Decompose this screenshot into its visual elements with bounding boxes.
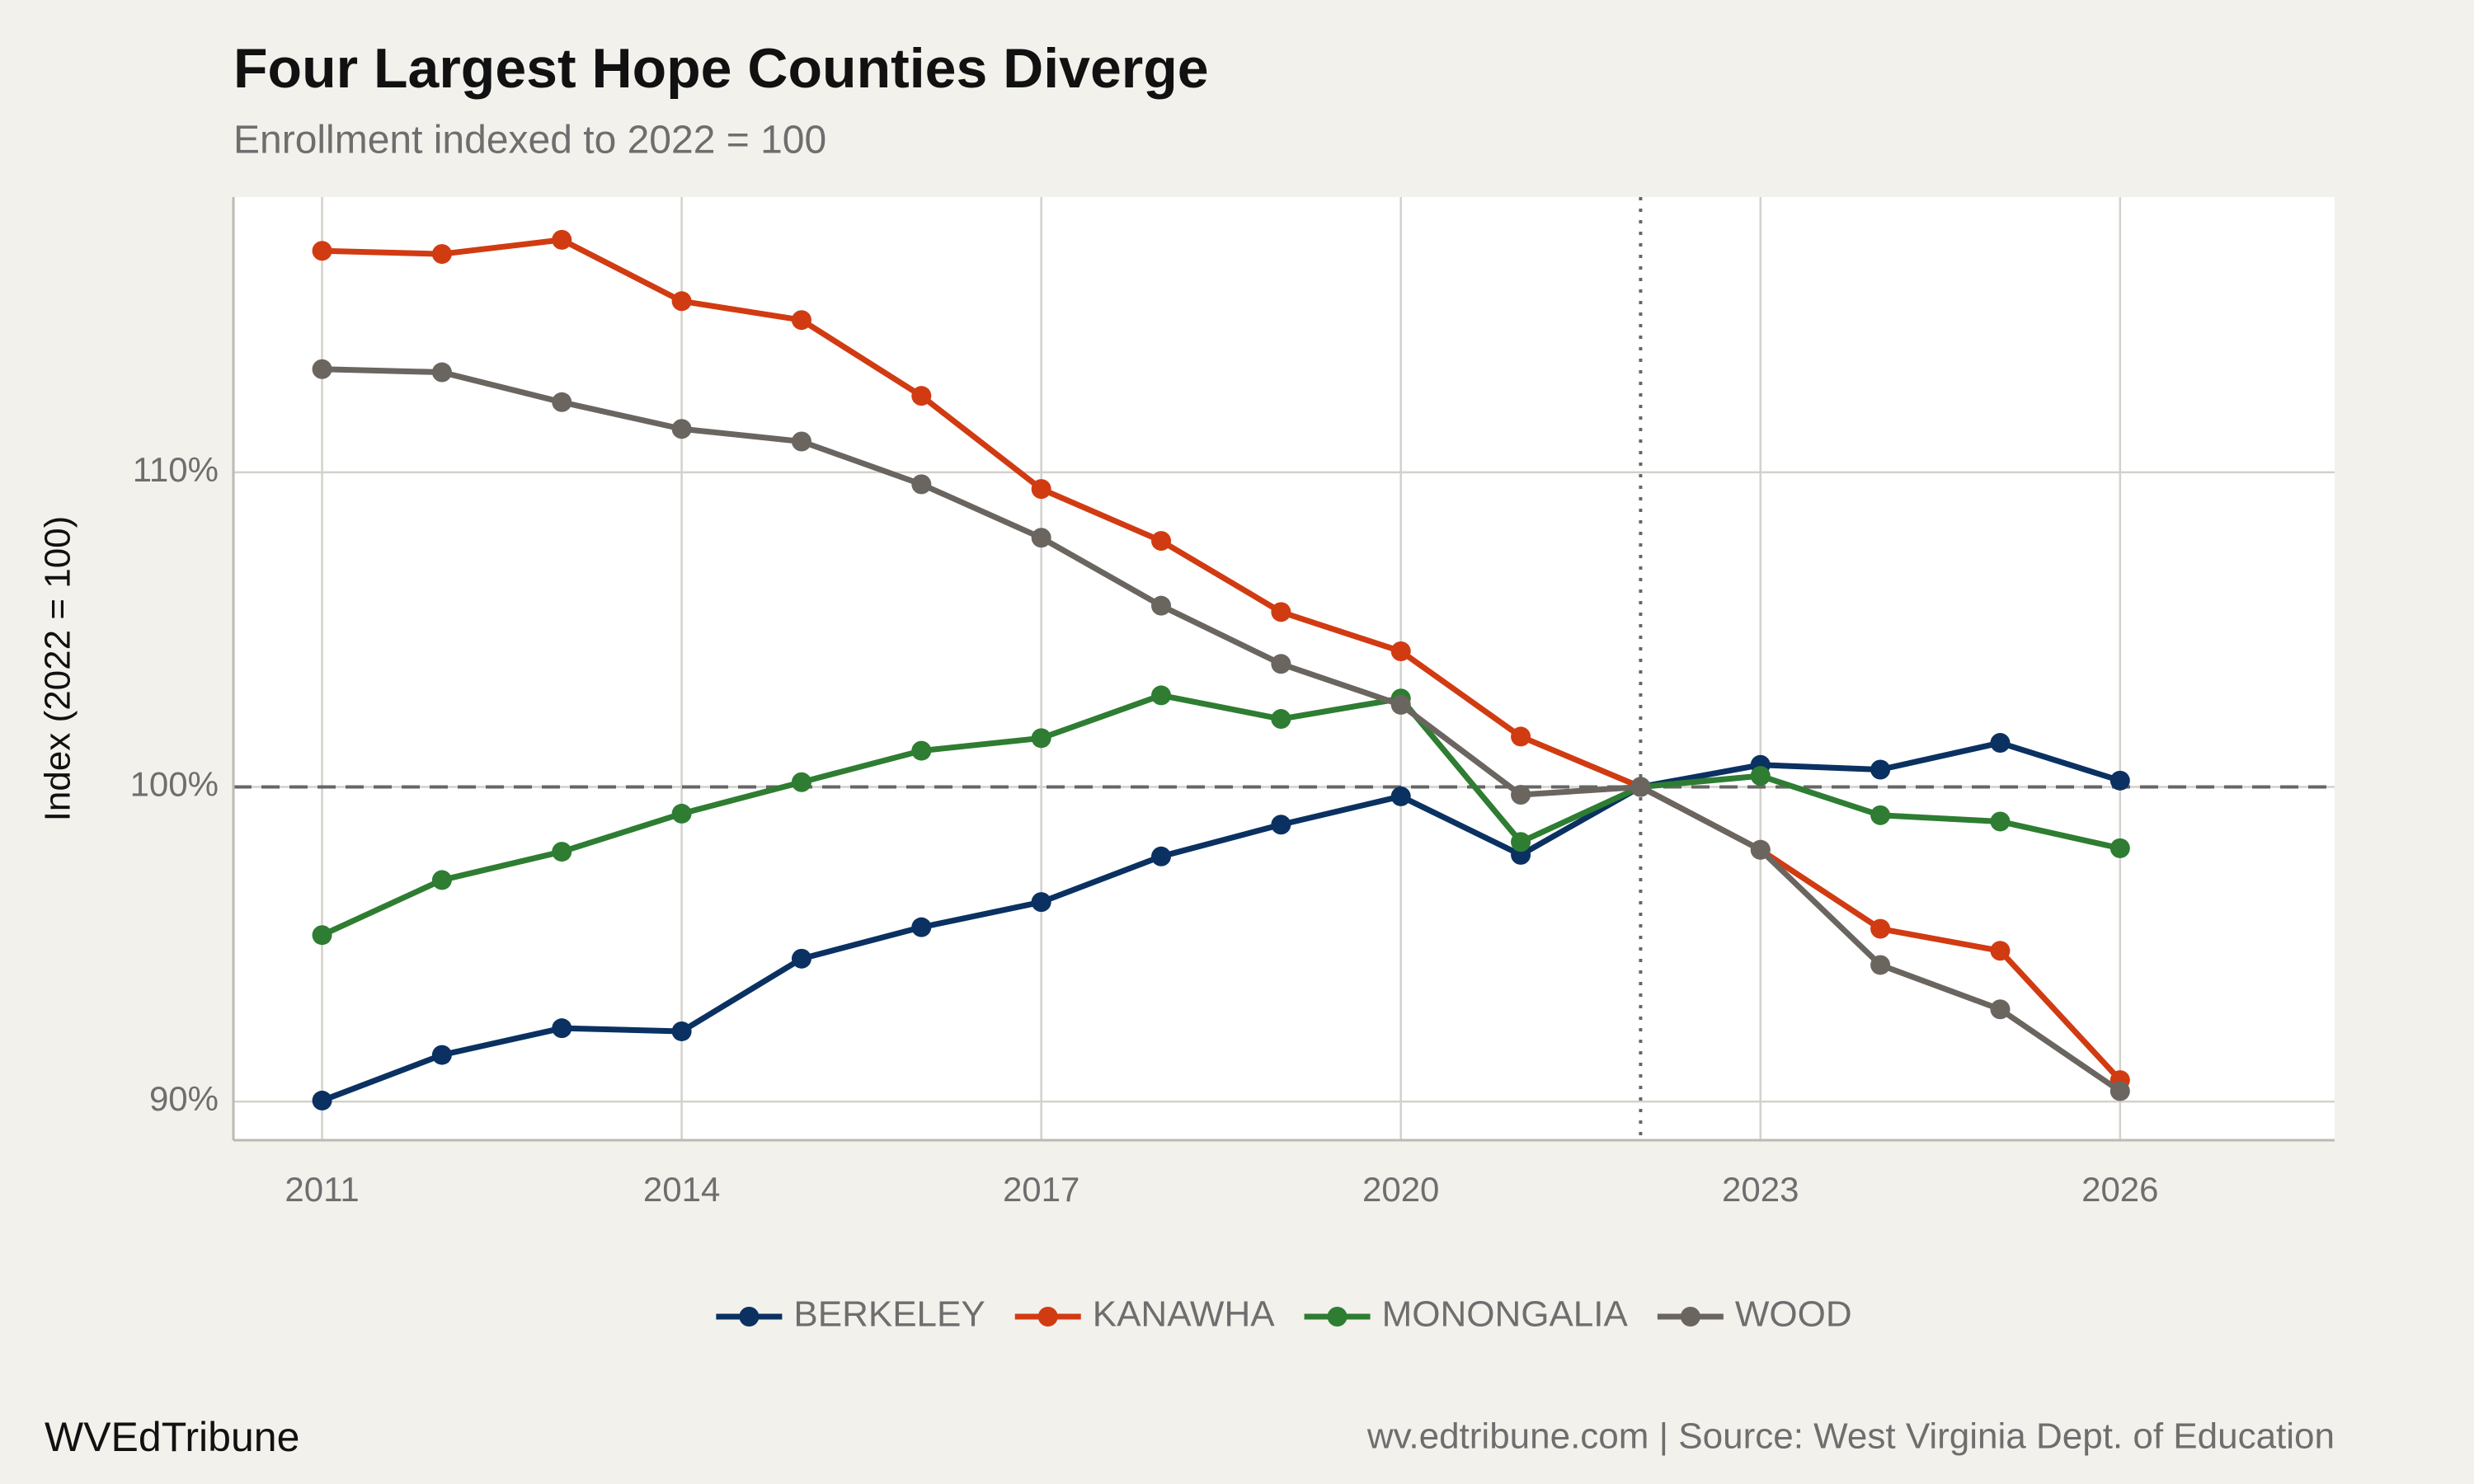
data-point	[552, 1018, 572, 1039]
data-point	[1750, 839, 1771, 860]
data-point	[552, 392, 572, 412]
data-point	[2109, 838, 2130, 858]
data-point	[1271, 815, 1291, 835]
data-point	[1990, 941, 2011, 961]
data-point	[1271, 654, 1291, 674]
data-point	[431, 244, 452, 265]
series-line	[322, 237, 2123, 1082]
reference-lines	[233, 197, 2335, 1140]
data-point	[1390, 694, 1411, 715]
series-line	[321, 692, 2121, 938]
x-tick-label: 2014	[643, 1170, 720, 1209]
x-tick-label: 2023	[1722, 1170, 1799, 1209]
ticks: 90% 100% 110% 2011 2014 2017 2020 2023 2026	[130, 450, 2159, 1209]
data-point	[911, 917, 932, 937]
data-point	[1511, 832, 1531, 852]
data-point	[552, 842, 572, 862]
legend-key-dot	[1327, 1307, 1348, 1327]
x-tick-label: 2011	[285, 1170, 359, 1209]
data-point	[1870, 918, 1891, 939]
legend-item: BERKELEY	[716, 1294, 985, 1335]
data-point	[1151, 846, 1172, 866]
legend-label: BERKELEY	[793, 1294, 985, 1335]
data-point	[1511, 726, 1531, 747]
data-point	[1390, 786, 1411, 806]
legend-label: WOOD	[1735, 1294, 1852, 1335]
legend: BERKELEY KANAWHA MONONGALIA WOOD	[716, 1294, 1852, 1335]
data-point	[1990, 999, 2011, 1020]
legend-key-dot	[1680, 1307, 1700, 1327]
data-point	[1870, 759, 1891, 780]
legend-key-dot	[1037, 1307, 1058, 1327]
brand: WVEdTribune	[45, 1414, 299, 1460]
legend-label: KANAWHA	[1093, 1294, 1275, 1335]
data-point	[1870, 955, 1891, 975]
data-point	[791, 310, 811, 331]
series	[312, 229, 2130, 1111]
data-point	[1031, 728, 1051, 749]
data-point	[911, 474, 932, 495]
legend-label: MONONGALIA	[1382, 1294, 1629, 1335]
data-point	[431, 1045, 452, 1065]
y-tick-label: 100%	[130, 765, 219, 804]
data-point	[1151, 531, 1172, 552]
data-point	[1031, 892, 1051, 913]
data-point	[431, 362, 452, 383]
data-point	[312, 241, 332, 261]
series-line	[322, 366, 2122, 1094]
data-point	[911, 740, 932, 761]
data-point	[791, 431, 811, 452]
y-axis-label: Index (2022 = 100)	[38, 516, 78, 822]
chart-title: Four Largest Hope Counties Diverge	[233, 37, 1209, 100]
data-point	[1990, 733, 2011, 754]
y-tick-label: 110%	[133, 450, 219, 489]
data-point	[671, 419, 692, 439]
data-point	[2109, 770, 2130, 791]
y-tick-label: 90%	[149, 1079, 219, 1118]
data-point	[791, 772, 811, 792]
chart-subtitle: Enrollment indexed to 2022 = 100	[233, 119, 826, 162]
data-point	[671, 291, 692, 312]
data-point	[552, 229, 572, 250]
legend-item: WOOD	[1657, 1294, 1852, 1335]
data-point	[1031, 528, 1051, 548]
series-line	[321, 740, 2121, 1104]
data-point	[671, 1021, 692, 1041]
data-point	[791, 948, 811, 969]
data-point	[312, 925, 332, 946]
data-point	[911, 386, 932, 406]
x-tick-label: 2020	[1362, 1170, 1439, 1209]
data-point	[671, 803, 692, 824]
data-point	[1750, 766, 1771, 787]
data-point	[1990, 811, 2011, 832]
data-point	[1151, 595, 1172, 616]
data-point	[1511, 785, 1531, 805]
caption: wv.edtribune.com | Source: West Virginia…	[1366, 1416, 2335, 1457]
grid	[233, 197, 2335, 1140]
data-point	[1271, 709, 1291, 730]
data-point	[312, 1090, 332, 1111]
data-point	[312, 359, 332, 379]
data-point	[1031, 479, 1051, 500]
x-tick-label: 2026	[2081, 1170, 2158, 1209]
legend-item: KANAWHA	[1014, 1294, 1275, 1335]
data-point	[1271, 602, 1291, 622]
data-point	[431, 870, 452, 890]
legend-item: MONONGALIA	[1304, 1294, 1629, 1335]
data-point	[1870, 805, 1891, 825]
data-point	[1390, 641, 1411, 662]
legend-key-dot	[739, 1307, 760, 1327]
data-point	[1151, 685, 1172, 706]
data-point	[2109, 1081, 2130, 1101]
data-point	[1630, 777, 1651, 797]
x-tick-label: 2017	[1003, 1170, 1079, 1209]
